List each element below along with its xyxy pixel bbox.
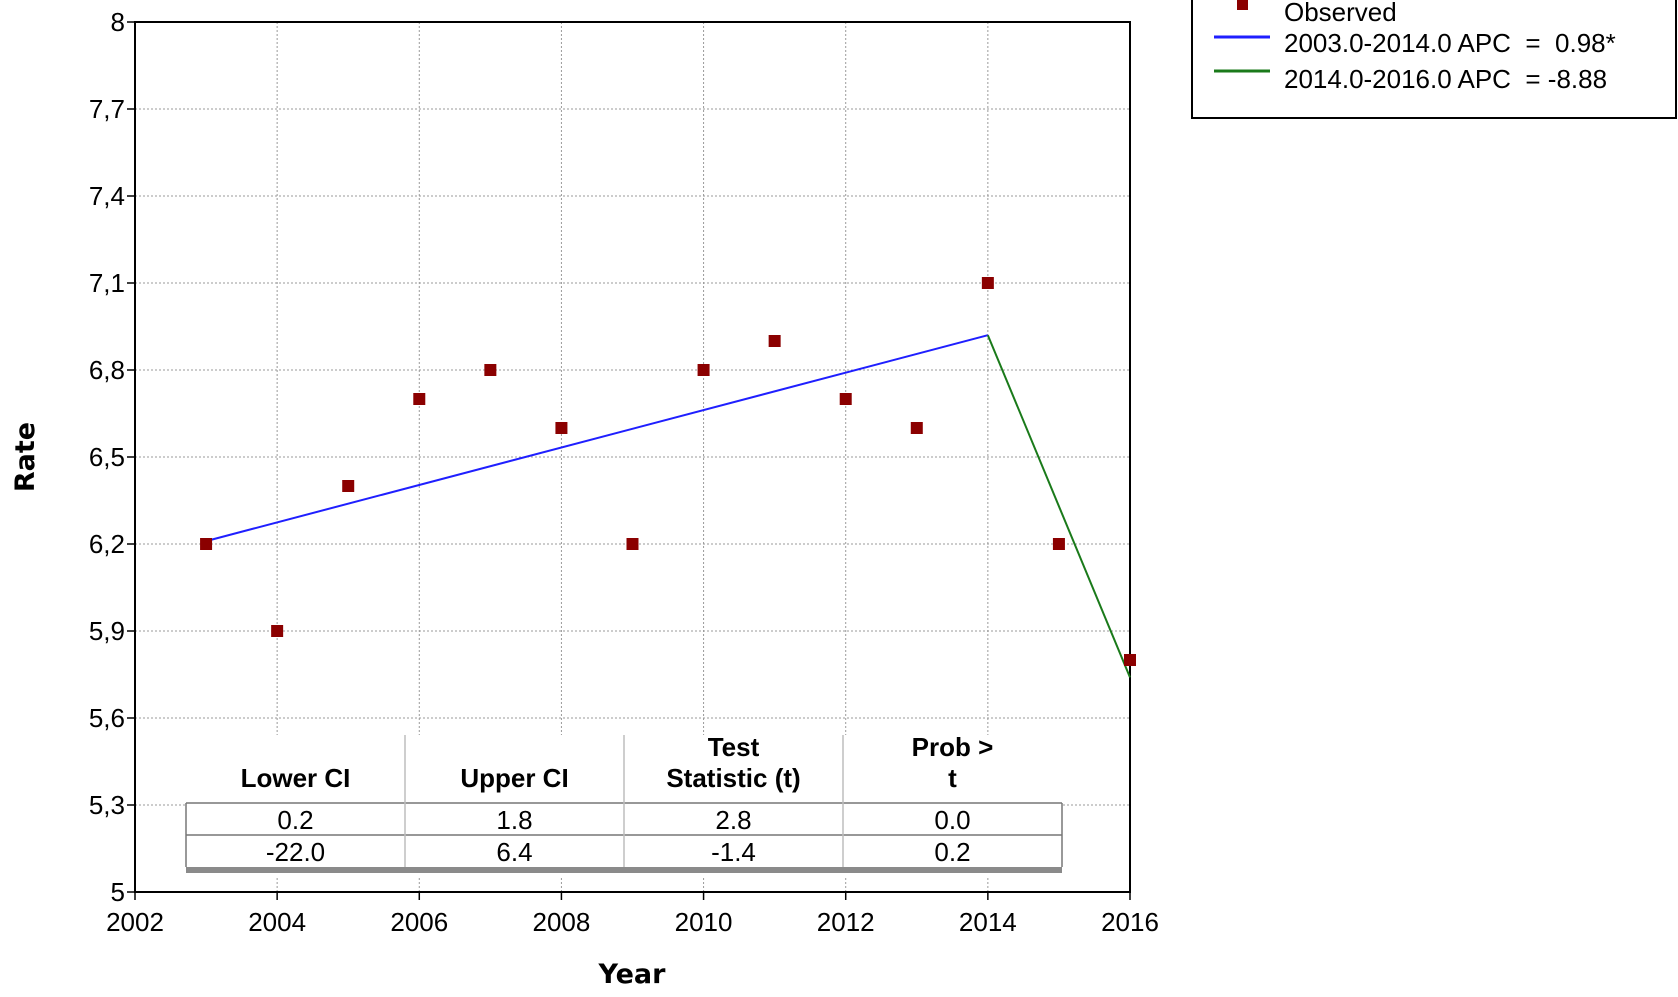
y-axis-ticks: 5 5,3 5,6 5,9 6,2 6,5 6,8 7,1 7,4 7,7 8 xyxy=(89,7,135,907)
observed-point xyxy=(1124,654,1136,666)
legend-observed-label: Observed xyxy=(1284,0,1397,27)
x-tick-label: 2010 xyxy=(675,907,733,937)
table-cell: -1.4 xyxy=(711,837,756,867)
table-bottom-bar xyxy=(186,867,1062,873)
observed-point xyxy=(839,393,852,405)
x-tick-label: 2006 xyxy=(390,907,448,937)
table-header: Prob > xyxy=(912,732,994,762)
table-cell: -22.0 xyxy=(266,837,325,867)
observed-point xyxy=(768,335,781,347)
observed-point xyxy=(910,422,923,434)
observed-point xyxy=(342,480,355,492)
x-tick-label: 2012 xyxy=(817,907,875,937)
y-tick-label: 5,6 xyxy=(89,703,125,733)
table-header: t xyxy=(948,763,957,793)
table-cell: 1.8 xyxy=(496,805,532,835)
observed-point xyxy=(413,393,426,405)
table-header: Lower CI xyxy=(241,763,351,793)
y-tick-label: 7,7 xyxy=(89,94,125,124)
observed-point xyxy=(271,625,284,637)
table-header: Upper CI xyxy=(460,763,568,793)
y-tick-label: 6,2 xyxy=(89,529,125,559)
x-tick-label: 2014 xyxy=(959,907,1017,937)
table-header: Statistic (t) xyxy=(666,763,800,793)
y-tick-label: 5,3 xyxy=(89,790,125,820)
y-tick-label: 5,9 xyxy=(89,616,125,646)
observed-point xyxy=(555,422,568,434)
y-axis-title: Rate xyxy=(10,422,41,492)
table-cell: 0.2 xyxy=(277,805,313,835)
trend-segments xyxy=(205,334,1131,678)
table-cell: 0.2 xyxy=(934,837,970,867)
observed-point xyxy=(626,538,639,550)
observed-point xyxy=(200,538,213,550)
legend-segment-1-label: 2003.0-2014.0 APC = 0.98* xyxy=(1284,28,1616,58)
observed-points xyxy=(200,277,1136,666)
x-axis-ticks: 2002 2004 2006 2008 2010 2012 2014 2016 xyxy=(106,892,1159,937)
x-tick-label: 2016 xyxy=(1101,907,1159,937)
legend-segment-2-label: 2014.0-2016.0 APC = -8.88 xyxy=(1284,64,1607,94)
observed-point xyxy=(484,364,497,376)
y-tick-label: 6,8 xyxy=(89,355,125,385)
x-tick-label: 2004 xyxy=(248,907,306,937)
table-cell: 0.0 xyxy=(934,805,970,835)
legend: Observed 2003.0-2014.0 APC = 0.98* 2014.… xyxy=(1191,0,1677,119)
y-tick-label: 6,5 xyxy=(89,442,125,472)
x-tick-label: 2008 xyxy=(533,907,591,937)
y-tick-label: 5 xyxy=(111,877,125,907)
x-axis-title: Year xyxy=(598,959,667,990)
legend-observed-marker xyxy=(1237,0,1248,10)
x-tick-label: 2002 xyxy=(106,907,164,937)
observed-point xyxy=(1052,538,1065,550)
observed-point xyxy=(981,277,994,289)
trend-segment-1 xyxy=(205,334,989,543)
observed-point xyxy=(697,364,710,376)
legend-box xyxy=(1191,0,1677,119)
trend-segment-2 xyxy=(986,334,1131,678)
y-tick-label: 7,4 xyxy=(89,181,125,211)
table-header: Test xyxy=(708,732,760,762)
y-tick-label: 8 xyxy=(111,7,125,37)
y-tick-label: 7,1 xyxy=(89,268,125,298)
table-cell: 6.4 xyxy=(496,837,532,867)
table-cell: 2.8 xyxy=(715,805,751,835)
